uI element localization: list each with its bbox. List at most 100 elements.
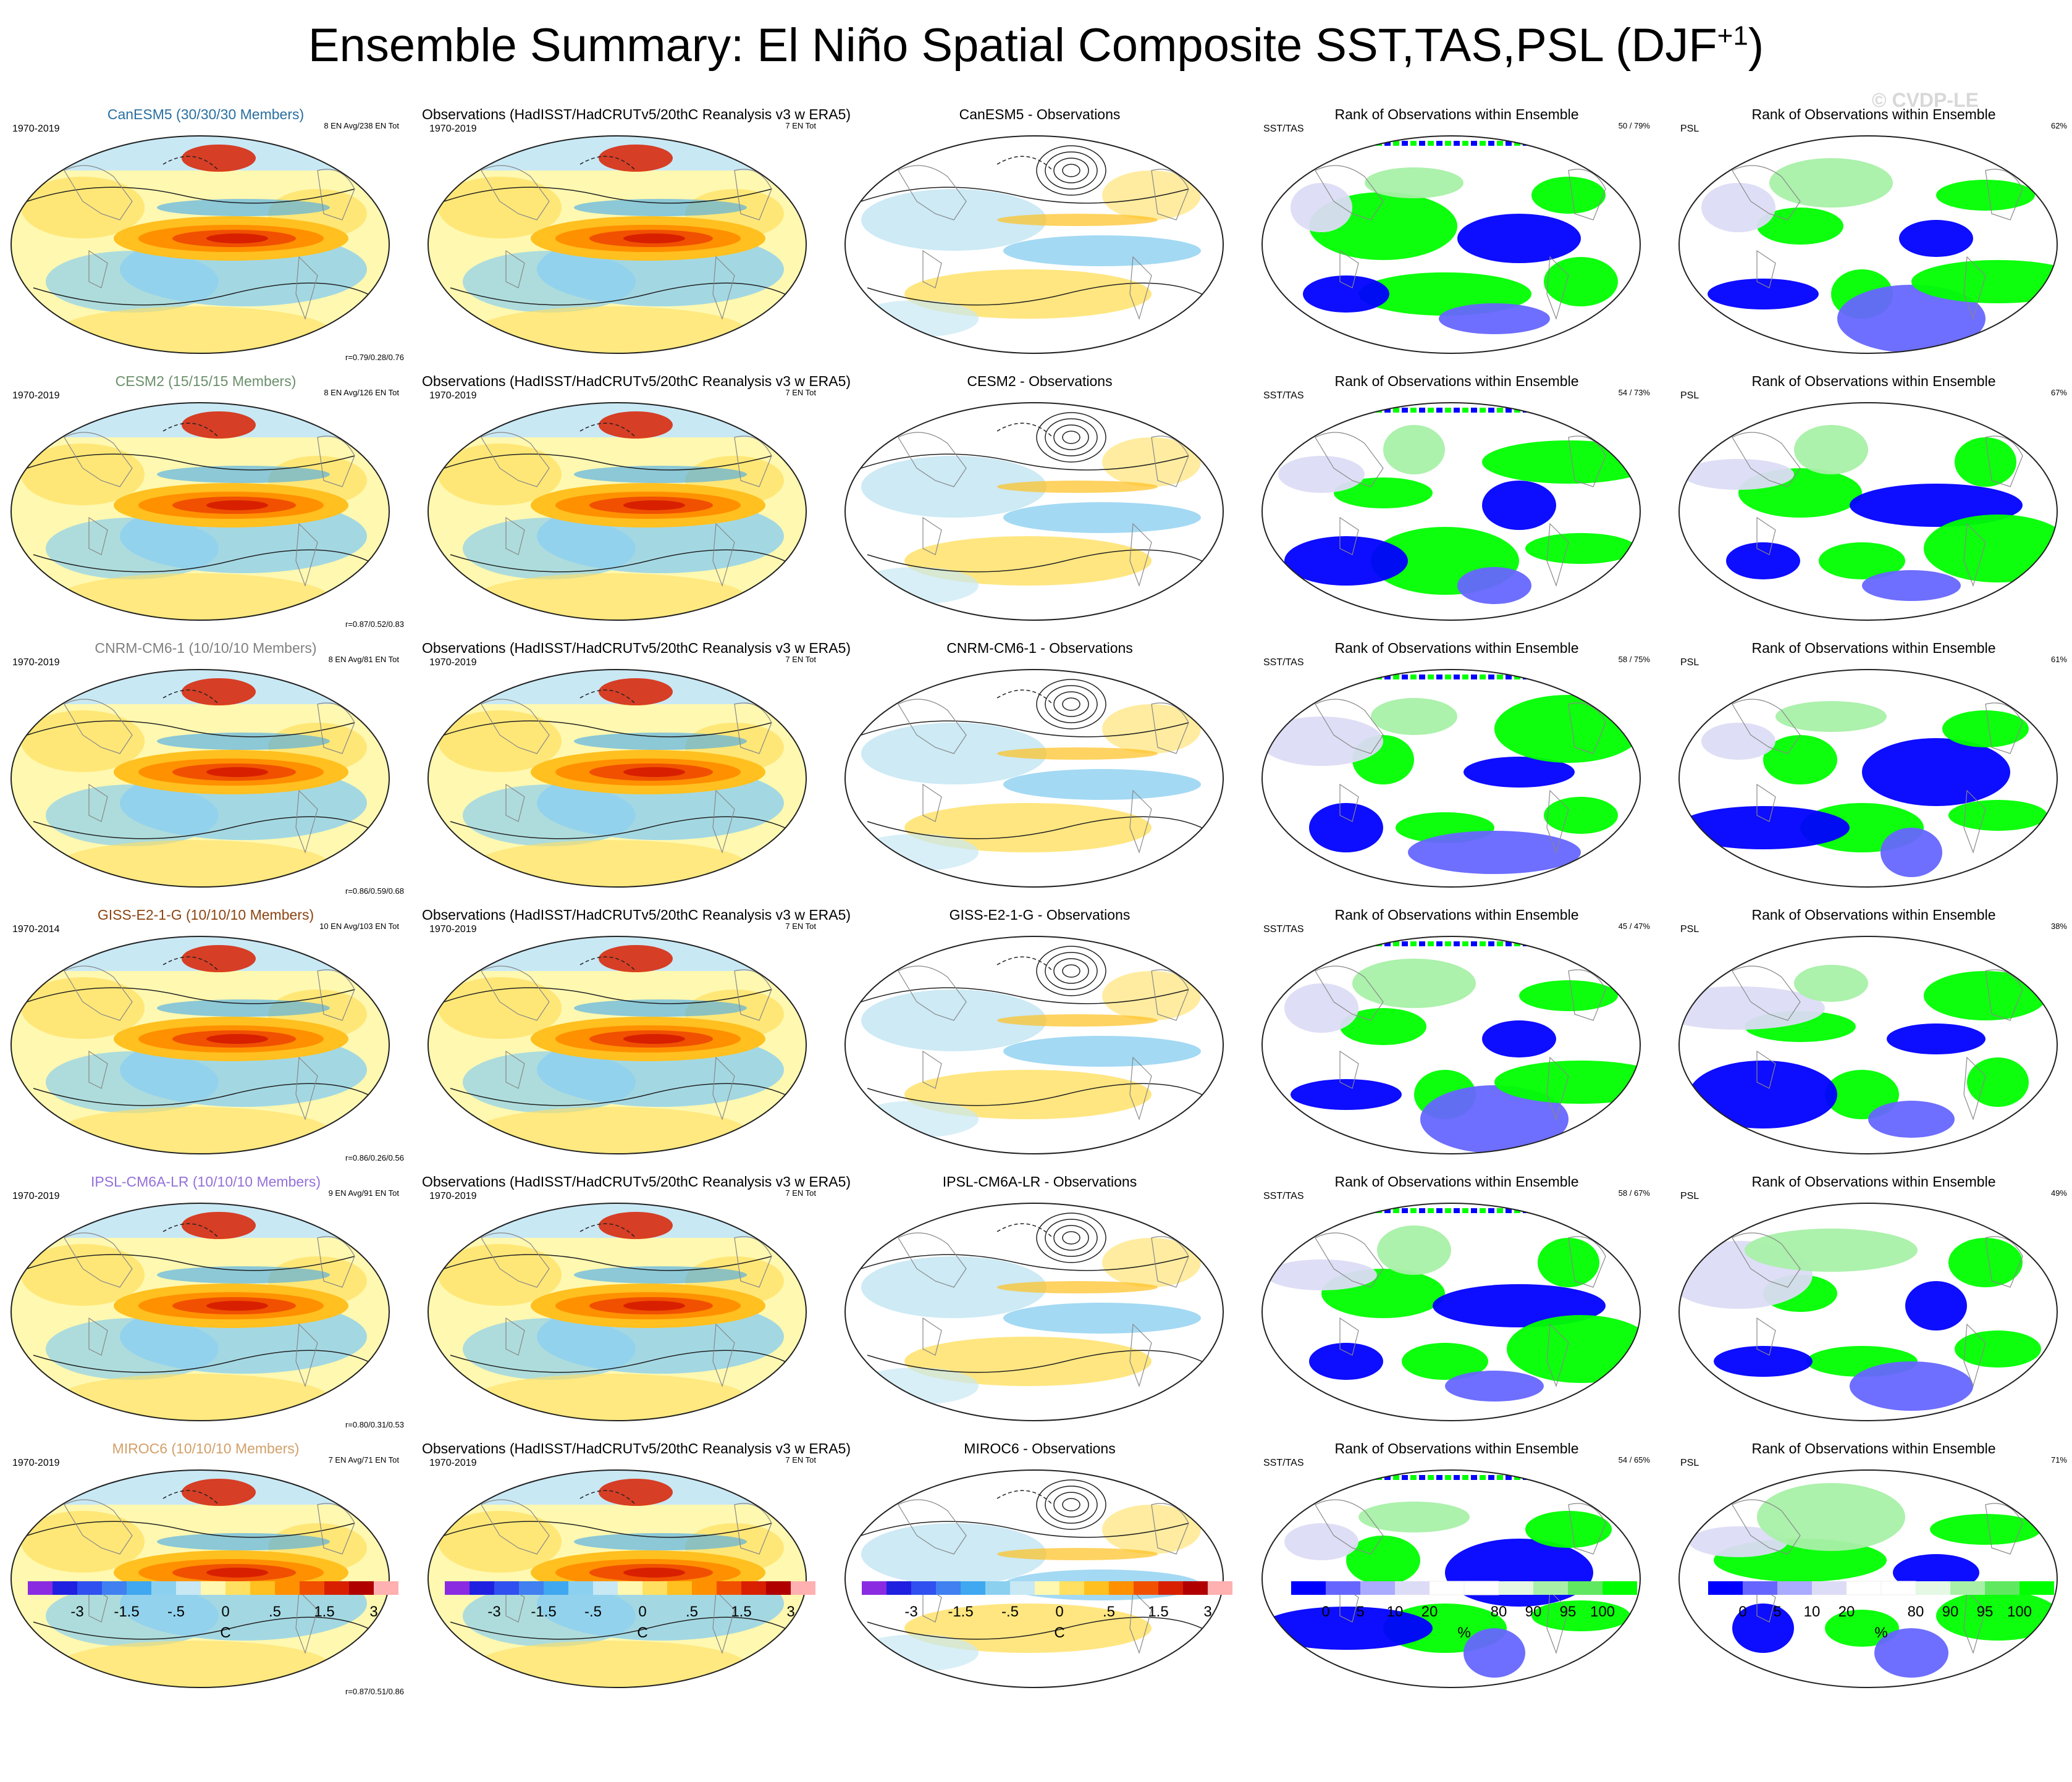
colorbar-swatch xyxy=(1208,1581,1232,1595)
colorbar-tick-label: 95 xyxy=(1976,1603,1994,1620)
colorbar-swatch xyxy=(349,1581,374,1595)
colorbar-swatch xyxy=(544,1581,568,1595)
colorbar-tick-label: 5 xyxy=(1356,1603,1365,1620)
colorbar-swatch xyxy=(862,1581,886,1595)
panel-title: GISS-E2-1-G - Observations xyxy=(949,907,1131,923)
rank_sst-panel: Rank of Observations within Ensemble SST/… xyxy=(1256,1440,1657,1700)
panel-title: Rank of Observations within Ensemble xyxy=(1751,907,1996,923)
world-map xyxy=(1261,1469,1641,1688)
rank-percent: 45 / 47% xyxy=(1618,922,1650,931)
world-map xyxy=(844,1469,1224,1688)
colorbar-swatch xyxy=(1395,1581,1430,1595)
event-count: 8 EN Avg/126 EN Tot xyxy=(324,388,399,397)
world-map xyxy=(11,936,390,1154)
colorbar-swatch xyxy=(886,1581,911,1595)
rank-percent: 61% xyxy=(2050,655,2067,664)
colorbar-swatch xyxy=(250,1581,275,1595)
pattern-correlation: r=0.79/0.28/0.76 xyxy=(345,353,404,362)
world-map xyxy=(11,402,390,621)
colorbar-tick-label: 90 xyxy=(1942,1603,1959,1620)
world-map xyxy=(427,402,807,621)
colorbar-swatch xyxy=(127,1581,151,1595)
colorbar-tick-label: 3 xyxy=(1203,1603,1212,1620)
colorbar-tick-label: 20 xyxy=(1421,1603,1438,1620)
colorbar-swatch xyxy=(225,1581,250,1595)
colorbar-swatch xyxy=(1360,1581,1395,1595)
world-map xyxy=(11,669,390,888)
colorbar-tick-label: 80 xyxy=(1490,1603,1507,1620)
colorbar-swatch xyxy=(53,1581,77,1595)
rank-percent: 54 / 65% xyxy=(1618,1455,1650,1465)
variable-label: PSL xyxy=(1680,124,1699,134)
rank_psl-panel: Rank of Observations within Ensemble PSL 3… xyxy=(1673,907,2072,1166)
colorbar-tick-label: -3 xyxy=(904,1603,918,1620)
panel-title: CanESM5 (30/30/30 Members) xyxy=(107,106,305,122)
colorbar-swatch xyxy=(642,1581,667,1595)
panel-title: Observations (HadISST/HadCRUTv5/20thC Re… xyxy=(422,640,851,656)
colorbar-swatch xyxy=(300,1581,324,1595)
obs-panel: Observations (HadISST/HadCRUTv5/20thC Re… xyxy=(422,640,851,899)
obs-panel: Observations (HadISST/HadCRUTv5/20thC Re… xyxy=(422,907,851,1166)
year-range: 1970-2019 xyxy=(429,1458,477,1468)
model-panel: GISS-E2-1-G (10/10/10 Members) 1970-2014 1… xyxy=(5,907,406,1166)
colorbar-swatch xyxy=(1429,1581,1465,1595)
rank_psl-panel: Rank of Observations within Ensemble PSL 7… xyxy=(1673,1440,2072,1700)
colorbar-tick-label: 100 xyxy=(2007,1603,2032,1620)
world-map xyxy=(427,1203,807,1421)
world-map xyxy=(1261,669,1641,888)
colorbar-swatch xyxy=(1084,1581,1109,1595)
panel-title: GISS-E2-1-G (10/10/10 Members) xyxy=(97,907,314,923)
world-map xyxy=(844,936,1224,1154)
model-panel: CNRM-CM6-1 (10/10/10 Members) 1970-2019 8 … xyxy=(5,640,406,899)
colorbar-swatch xyxy=(1950,1581,1985,1595)
colorbar-swatch xyxy=(1602,1581,1637,1595)
panel-title: Rank of Observations within Ensemble xyxy=(1334,1174,1579,1190)
diff-panel: IPSL-CM6A-LR - Observations xyxy=(839,1174,1240,1433)
colorbar-tick-label: 20 xyxy=(1838,1603,1855,1620)
year-range: 1970-2019 xyxy=(12,390,60,401)
rank_psl-panel: Rank of Observations within Ensemble PSL 6… xyxy=(1673,640,2072,899)
panel-title: Rank of Observations within Ensemble xyxy=(1751,106,1996,122)
event-count: 8 EN Avg/238 EN Tot xyxy=(324,121,399,130)
colorbar-swatch xyxy=(1499,1581,1533,1595)
world-map xyxy=(1678,669,2058,888)
pattern-correlation: r=0.86/0.59/0.68 xyxy=(345,886,404,896)
pattern-correlation: r=0.87/0.52/0.83 xyxy=(345,620,404,629)
colorbar-tick-label: -1.5 xyxy=(531,1603,557,1620)
colorbar-swatch xyxy=(936,1581,961,1595)
event-count: 7 EN Tot xyxy=(785,1188,816,1198)
colorbar-swatch xyxy=(1010,1581,1035,1595)
rank_psl-panel: Rank of Observations within Ensemble PSL 4… xyxy=(1673,1174,2072,1433)
colorbar-tick-label: -.5 xyxy=(167,1603,185,1620)
colorbar-tick-label: .5 xyxy=(1102,1603,1116,1620)
colorbar-tick-label: -1.5 xyxy=(114,1603,140,1620)
colorbar-swatch xyxy=(102,1581,127,1595)
colorbar-swatch xyxy=(2019,1581,2054,1595)
panel-title: Rank of Observations within Ensemble xyxy=(1334,106,1579,122)
colorbar-swatch xyxy=(717,1581,741,1595)
panel-title: Observations (HadISST/HadCRUTv5/20thC Re… xyxy=(422,907,851,923)
world-map xyxy=(427,669,807,888)
colorbar-unit: % xyxy=(1874,1624,1888,1641)
year-range: 1970-2019 xyxy=(429,924,477,935)
colorbar-swatch xyxy=(568,1581,593,1595)
colorbar-swatch xyxy=(275,1581,300,1595)
colorbar-swatch xyxy=(494,1581,519,1595)
model-panel: CESM2 (15/15/15 Members) 1970-2019 8 EN Av… xyxy=(5,373,406,633)
rank-percent: 58 / 67% xyxy=(1618,1188,1650,1198)
obs-panel: Observations (HadISST/HadCRUTv5/20thC Re… xyxy=(422,373,851,633)
world-map xyxy=(1678,1203,2058,1421)
variable-label: PSL xyxy=(1680,390,1699,401)
year-range: 1970-2019 xyxy=(12,124,60,134)
colorbar-swatch xyxy=(985,1581,1010,1595)
year-range: 1970-2019 xyxy=(12,1458,60,1468)
variable-label: SST/TAS xyxy=(1263,1191,1304,1201)
colorbar-swatch xyxy=(1059,1581,1084,1595)
colorbar-swatch xyxy=(593,1581,618,1595)
colorbar-swatch xyxy=(1158,1581,1183,1595)
pattern-correlation: r=0.87/0.51/0.86 xyxy=(345,1687,404,1696)
panel-title: IPSL-CM6A-LR - Observations xyxy=(942,1174,1137,1190)
panel-title: MIROC6 (10/10/10 Members) xyxy=(112,1440,300,1456)
panel-title: CESM2 - Observations xyxy=(967,373,1113,389)
page-title: Ensemble Summary: El Niño Spatial Compos… xyxy=(308,19,1764,72)
